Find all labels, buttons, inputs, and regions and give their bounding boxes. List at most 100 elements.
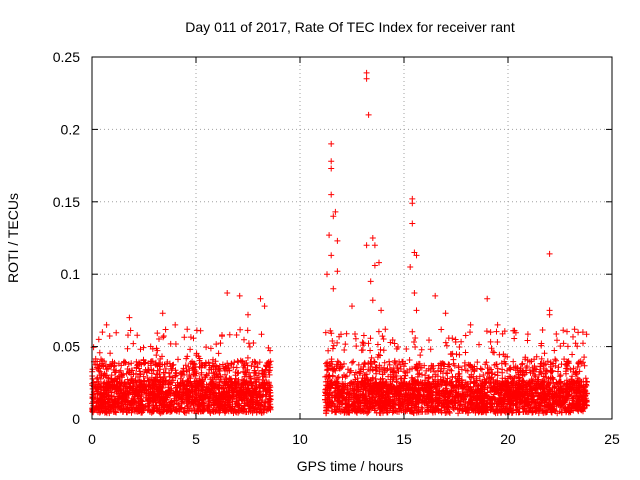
data-point: [491, 408, 498, 415]
data-point: [246, 343, 253, 350]
data-point: [353, 391, 360, 398]
data-point: [395, 391, 402, 398]
data-point: [94, 374, 101, 381]
data-point: [484, 295, 491, 302]
data-point: [167, 405, 174, 412]
data-point: [487, 388, 494, 395]
data-point: [541, 350, 548, 357]
data-point: [350, 390, 357, 397]
data-point: [106, 333, 113, 339]
data-point: [95, 367, 102, 374]
y-tick-label: 0.25: [53, 49, 80, 65]
data-point: [505, 393, 512, 400]
data-point: [137, 402, 144, 409]
data-point: [533, 404, 540, 411]
data-point: [243, 371, 250, 378]
data-point: [427, 387, 434, 394]
data-point: [253, 399, 260, 406]
x-tick-label: 15: [396, 431, 412, 447]
data-point: [477, 406, 484, 413]
data-point: [244, 396, 251, 403]
data-point: [162, 326, 169, 333]
data-point: [134, 361, 141, 368]
data-point: [187, 334, 194, 341]
data-point: [108, 392, 115, 399]
data-point: [206, 388, 213, 395]
data-point: [546, 311, 553, 318]
data-point: [565, 404, 572, 410]
data-point: [128, 360, 135, 367]
data-point: [476, 393, 483, 400]
data-point: [153, 345, 160, 352]
data-point: [349, 359, 355, 366]
data-point: [448, 367, 455, 374]
data-point: [544, 408, 551, 415]
data-point: [162, 365, 169, 372]
data-point: [258, 331, 265, 338]
data-point: [379, 333, 386, 340]
data-point: [250, 388, 257, 395]
data-point: [467, 321, 474, 328]
data-point: [203, 372, 210, 379]
data-point: [437, 368, 444, 375]
data-point: [414, 364, 420, 371]
data-point: [135, 389, 142, 395]
data-point: [438, 381, 445, 388]
data-point: [156, 336, 162, 342]
data-point: [324, 271, 330, 278]
data-point: [546, 250, 553, 257]
data-point: [366, 398, 373, 405]
data-point: [560, 340, 567, 347]
data-point: [382, 395, 389, 402]
data-point: [262, 374, 269, 380]
data-point: [138, 391, 145, 398]
data-point: [328, 365, 334, 372]
data-point: [256, 393, 263, 400]
data-point: [164, 402, 171, 409]
data-point: [556, 387, 563, 394]
data-point: [357, 381, 364, 388]
data-point: [535, 380, 542, 387]
data-point: [500, 388, 506, 394]
data-point: [561, 405, 568, 412]
data-point: [443, 409, 450, 416]
data-point: [425, 396, 432, 403]
data-point: [103, 400, 110, 407]
data-point: [569, 380, 576, 387]
data-point: [494, 321, 501, 328]
data-point: [510, 402, 517, 409]
data-point: [563, 380, 570, 387]
data-point: [119, 396, 126, 403]
data-point: [95, 379, 102, 386]
data-point: [237, 326, 244, 333]
data-point: [97, 368, 104, 375]
data-point: [381, 359, 388, 366]
data-point: [216, 363, 223, 370]
data-point: [403, 346, 410, 352]
data-point: [452, 339, 459, 345]
data-point: [365, 111, 372, 118]
data-point: [520, 378, 526, 385]
data-point: [224, 360, 231, 367]
data-point: [157, 361, 164, 368]
y-tick-label: 0: [72, 411, 80, 427]
data-point: [118, 371, 125, 378]
data-point: [377, 405, 384, 412]
data-point: [459, 392, 466, 398]
data-point: [369, 297, 376, 304]
data-point: [329, 345, 336, 352]
data-point: [529, 409, 536, 416]
data-point: [510, 327, 517, 334]
data-point: [423, 386, 430, 393]
data-point: [98, 396, 105, 403]
data-point: [106, 381, 113, 388]
data-point: [197, 408, 204, 415]
data-point: [493, 361, 499, 368]
data-point: [99, 392, 106, 399]
data-point: [152, 398, 159, 405]
data-point: [365, 340, 372, 347]
data-point: [367, 335, 374, 342]
data-point: [460, 407, 467, 414]
data-point: [110, 382, 117, 389]
